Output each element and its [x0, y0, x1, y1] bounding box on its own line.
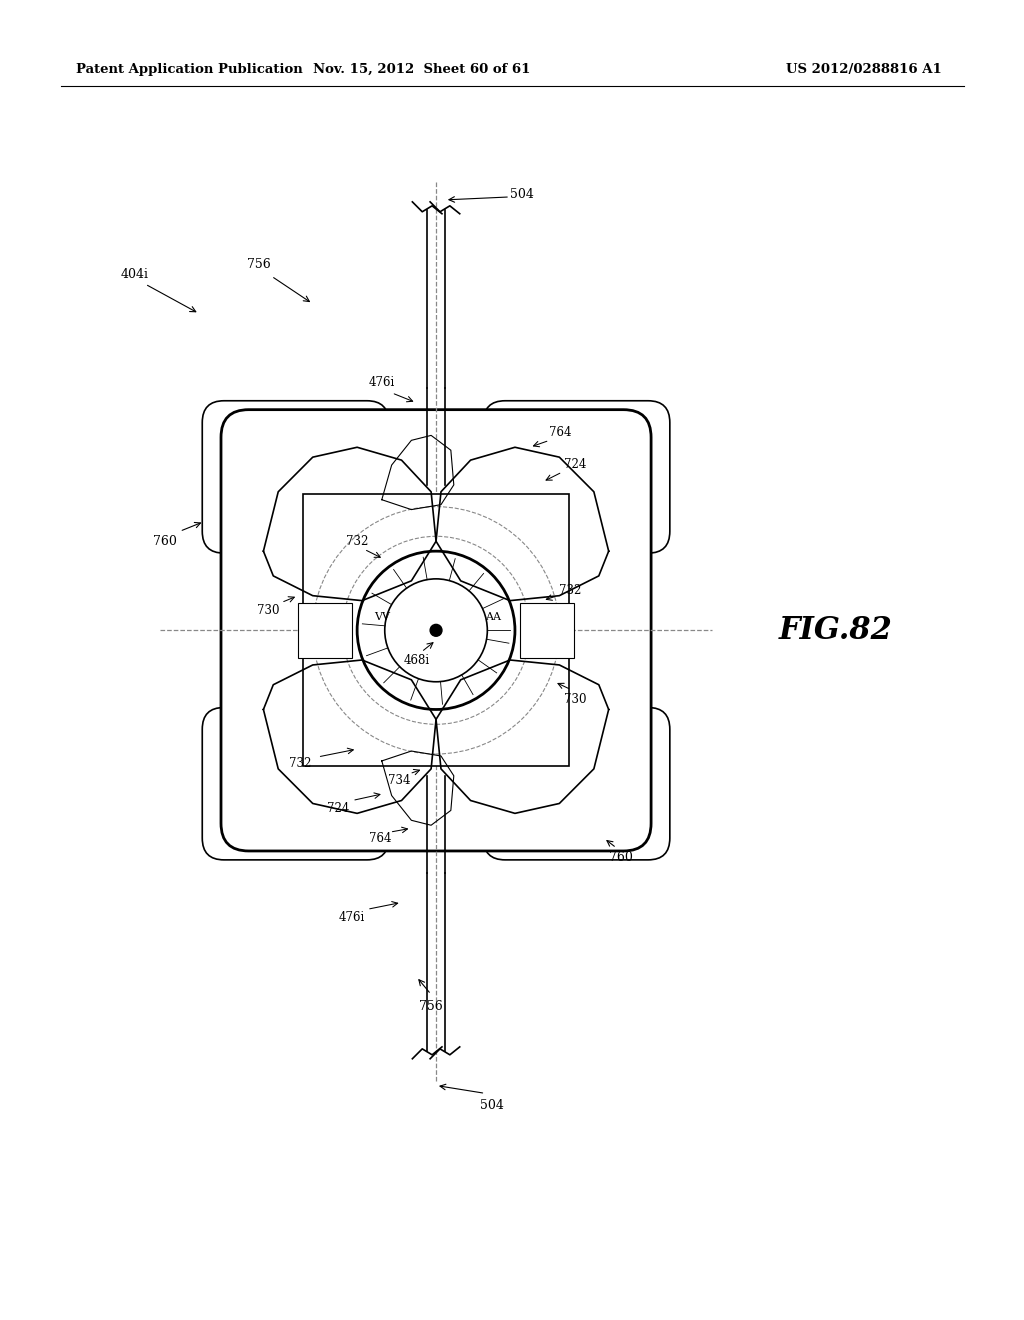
- Text: 404i: 404i: [121, 268, 148, 281]
- Text: 764: 764: [550, 426, 572, 440]
- FancyBboxPatch shape: [483, 401, 670, 553]
- Bar: [303, 494, 569, 766]
- Text: 756: 756: [419, 999, 443, 1012]
- Bar: [298, 603, 352, 659]
- Circle shape: [430, 624, 442, 636]
- Text: 732: 732: [346, 535, 369, 548]
- Text: 764: 764: [369, 832, 391, 845]
- Text: 476i: 476i: [339, 911, 366, 924]
- Bar: [520, 603, 574, 659]
- Text: 760: 760: [608, 851, 633, 865]
- Text: 756: 756: [247, 257, 270, 271]
- FancyBboxPatch shape: [483, 708, 670, 859]
- Text: 724: 724: [564, 458, 587, 471]
- Text: 724: 724: [328, 803, 349, 814]
- Text: 734: 734: [388, 775, 411, 787]
- Text: 504: 504: [510, 189, 534, 202]
- Text: VV: VV: [374, 612, 390, 623]
- Text: Nov. 15, 2012  Sheet 60 of 61: Nov. 15, 2012 Sheet 60 of 61: [312, 63, 530, 77]
- Text: US 2012/0288816 A1: US 2012/0288816 A1: [786, 63, 942, 77]
- Text: 732: 732: [559, 585, 582, 597]
- Text: 760: 760: [153, 535, 177, 548]
- FancyBboxPatch shape: [221, 409, 651, 851]
- Text: 468i: 468i: [403, 653, 429, 667]
- Text: Patent Application Publication: Patent Application Publication: [76, 63, 303, 77]
- Text: 730: 730: [257, 605, 280, 616]
- Text: AA: AA: [485, 612, 502, 623]
- Text: 730: 730: [564, 693, 587, 706]
- FancyBboxPatch shape: [203, 708, 389, 859]
- Text: 504: 504: [480, 1098, 504, 1111]
- Text: FIG.82: FIG.82: [778, 615, 893, 645]
- FancyBboxPatch shape: [203, 401, 389, 553]
- Text: 476i: 476i: [369, 376, 395, 389]
- Text: 732: 732: [289, 758, 311, 771]
